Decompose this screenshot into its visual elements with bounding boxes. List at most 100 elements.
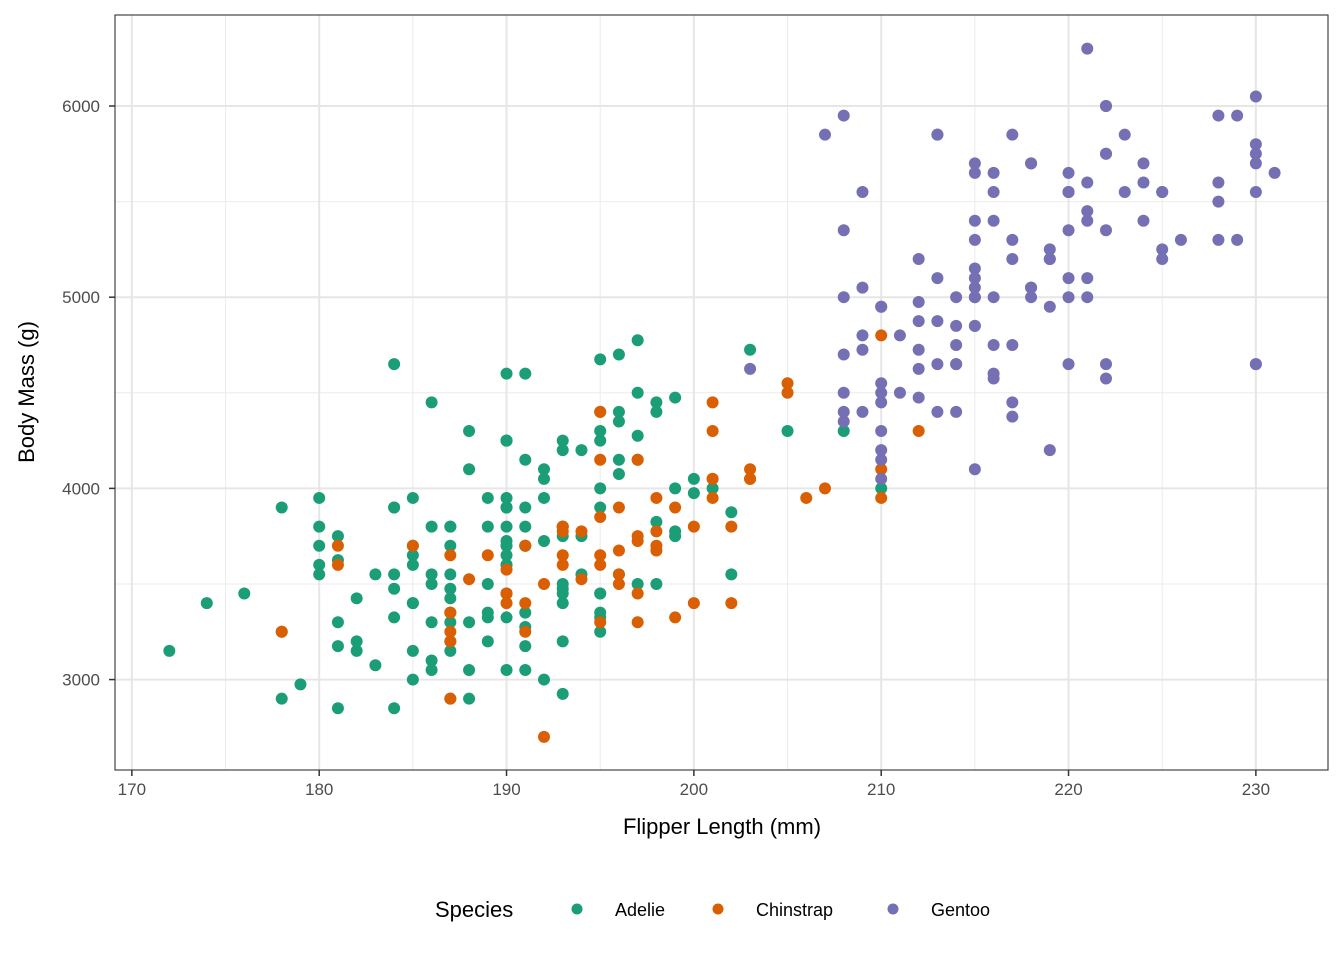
major-gridlines: [115, 15, 1328, 770]
data-point-chinstrap: [725, 520, 738, 533]
data-point-adelie: [500, 611, 513, 624]
y-tick-label: 4000: [62, 479, 100, 498]
data-point-adelie: [556, 434, 569, 447]
data-point-chinstrap: [612, 544, 625, 557]
data-point-chinstrap: [612, 568, 625, 581]
data-point-gentoo: [987, 338, 1000, 351]
data-point-gentoo: [1062, 358, 1075, 371]
data-point-gentoo: [968, 463, 981, 476]
data-point-adelie: [519, 520, 532, 533]
data-point-gentoo: [912, 362, 925, 375]
data-point-chinstrap: [275, 625, 288, 638]
x-tick-label: 210: [867, 780, 895, 799]
data-point-gentoo: [1006, 128, 1019, 141]
data-point-chinstrap: [500, 587, 513, 600]
data-point-gentoo: [950, 338, 963, 351]
data-point-gentoo: [912, 391, 925, 404]
data-point-gentoo: [1174, 233, 1187, 246]
data-point-adelie: [331, 616, 344, 629]
y-tick-label: 3000: [62, 671, 100, 690]
data-point-adelie: [594, 606, 607, 619]
data-point-gentoo: [837, 224, 850, 237]
data-point-chinstrap: [706, 425, 719, 438]
data-point-chinstrap: [631, 587, 644, 600]
data-point-adelie: [631, 429, 644, 442]
data-point-adelie: [275, 501, 288, 514]
data-point-adelie: [444, 644, 457, 657]
data-point-chinstrap: [744, 472, 757, 485]
data-point-chinstrap: [781, 377, 794, 390]
data-point-adelie: [519, 453, 532, 466]
data-point-gentoo: [1249, 138, 1262, 151]
data-point-gentoo: [1025, 157, 1038, 170]
data-point-adelie: [406, 644, 419, 657]
data-point-adelie: [444, 592, 457, 605]
legend-key-adelie: [571, 903, 583, 915]
x-tick-label: 190: [492, 780, 520, 799]
data-point-gentoo: [912, 315, 925, 328]
data-point-chinstrap: [331, 558, 344, 571]
data-point-gentoo: [931, 358, 944, 371]
data-point-gentoo: [950, 291, 963, 304]
data-point-gentoo: [1118, 128, 1131, 141]
legend-title: Species: [435, 897, 513, 922]
data-point-adelie: [594, 501, 607, 514]
legend-label-chinstrap: Chinstrap: [756, 900, 833, 920]
data-point-adelie: [388, 611, 401, 624]
data-point-adelie: [331, 640, 344, 653]
legend-key-gentoo: [887, 903, 899, 915]
data-point-gentoo: [1100, 100, 1113, 113]
data-point-gentoo: [837, 386, 850, 399]
data-point-gentoo: [893, 329, 906, 342]
data-point-gentoo: [1006, 252, 1019, 265]
data-point-gentoo: [1249, 90, 1262, 103]
y-tick-label: 6000: [62, 97, 100, 116]
data-point-adelie: [463, 664, 476, 677]
data-point-adelie: [444, 539, 457, 552]
data-point-gentoo: [1025, 291, 1038, 304]
data-point-gentoo: [987, 186, 1000, 199]
data-point-chinstrap: [631, 453, 644, 466]
data-point-adelie: [519, 501, 532, 514]
data-point-gentoo: [1043, 444, 1056, 457]
data-point-gentoo: [875, 472, 888, 485]
data-point-adelie: [556, 597, 569, 610]
data-point-adelie: [350, 644, 363, 657]
data-point-adelie: [500, 501, 513, 514]
data-point-gentoo: [1249, 186, 1262, 199]
data-point-gentoo: [1268, 166, 1281, 179]
data-point-chinstrap: [463, 573, 476, 586]
data-point-adelie: [425, 568, 438, 581]
data-point-gentoo: [875, 386, 888, 399]
data-point-adelie: [594, 425, 607, 438]
data-point-chinstrap: [875, 463, 888, 476]
data-point-chinstrap: [650, 491, 663, 504]
data-point-adelie: [313, 558, 326, 571]
data-point-chinstrap: [519, 539, 532, 552]
data-point-adelie: [463, 463, 476, 476]
data-point-chinstrap: [444, 635, 457, 648]
data-point-chinstrap: [556, 558, 569, 571]
x-axis: 170 180 190 200 210 220 230: [118, 770, 1270, 799]
data-point-gentoo: [875, 444, 888, 457]
data-point-adelie: [406, 549, 419, 562]
data-point-gentoo: [1156, 186, 1169, 199]
data-point-gentoo: [1212, 176, 1225, 189]
data-point-chinstrap: [875, 329, 888, 342]
data-point-chinstrap: [706, 396, 719, 409]
data-point-gentoo: [1025, 281, 1038, 294]
data-point-adelie: [425, 616, 438, 629]
x-tick-label: 220: [1054, 780, 1082, 799]
data-point-adelie: [575, 444, 588, 457]
data-point-gentoo: [950, 319, 963, 332]
data-point-adelie: [875, 482, 888, 495]
data-point-adelie: [331, 530, 344, 543]
data-point-adelie: [481, 491, 494, 504]
data-point-adelie: [669, 482, 682, 495]
data-point-gentoo: [1006, 233, 1019, 246]
data-point-gentoo: [1081, 205, 1094, 218]
data-point-adelie: [650, 405, 663, 418]
data-point-adelie: [200, 597, 213, 610]
data-point-adelie: [631, 577, 644, 590]
data-point-adelie: [238, 587, 251, 600]
